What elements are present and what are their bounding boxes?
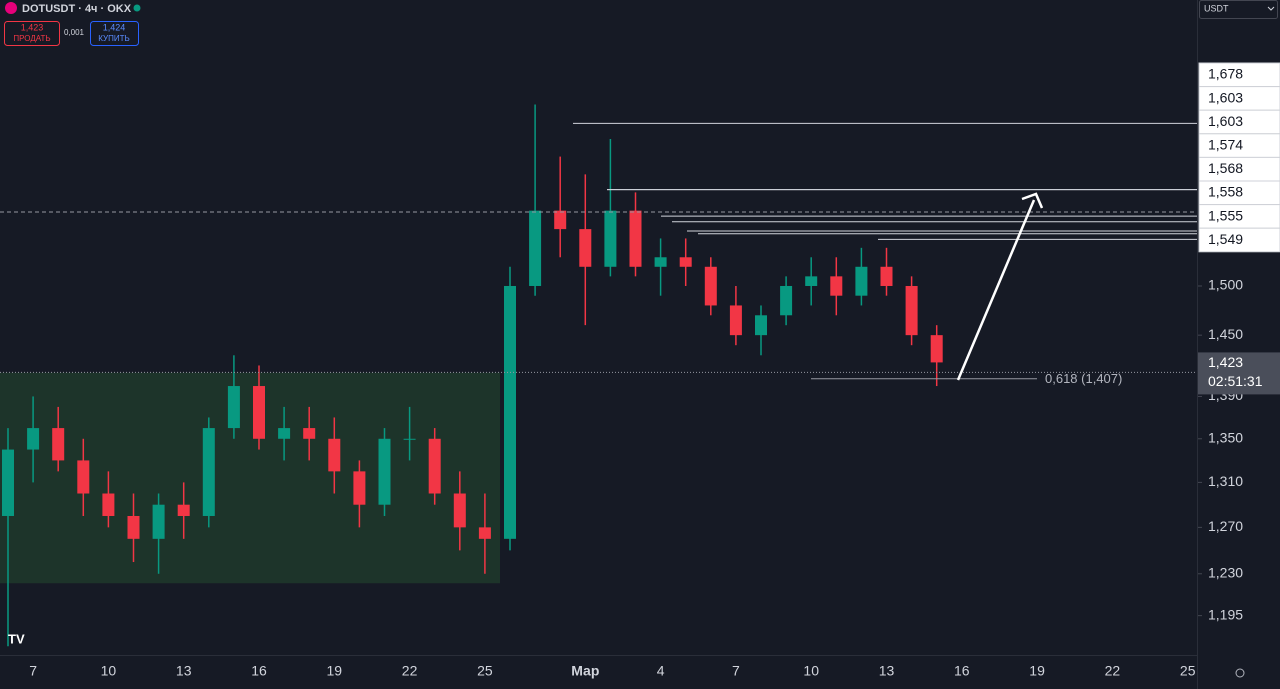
dropdown-caret (1267, 6, 1275, 11)
zone (0, 372, 500, 584)
candle-body (428, 438, 441, 494)
candle-body (905, 285, 918, 336)
level-label: 1,549 (1208, 231, 1243, 247)
candle-body (805, 276, 818, 286)
candle-body (755, 315, 767, 336)
candle-body (278, 428, 291, 439)
y-tick-label: 1,310 (1208, 473, 1243, 489)
candle-body (629, 210, 642, 267)
candle-body (177, 504, 190, 516)
level-label: 1,603 (1208, 89, 1243, 105)
candle-body (2, 449, 14, 516)
x-tick-label: 4 (657, 663, 665, 679)
y-tick-label: 1,270 (1208, 518, 1243, 534)
candle-body (579, 229, 592, 267)
level-label: 1,603 (1208, 113, 1243, 129)
arrow (956, 199, 1036, 381)
x-tick-label: Мар (571, 663, 599, 679)
candle-body (227, 386, 240, 429)
buy-button[interactable] (90, 21, 139, 46)
candle-body (504, 285, 516, 539)
candle-body (152, 504, 165, 539)
candle-body (303, 428, 316, 439)
spread: 0,001 (64, 28, 85, 37)
candle-body (654, 257, 667, 267)
y-tick-label: 1,230 (1208, 564, 1243, 580)
x-tick-label: 22 (402, 663, 418, 679)
symbol[interactable]: DOTUSDT · 4ч · OKX (22, 3, 132, 15)
tv-logo: TV (8, 631, 25, 646)
current-price-box (1198, 352, 1280, 395)
candle-body (679, 257, 692, 267)
y-tick-label: 1,500 (1208, 277, 1243, 293)
x-tick-label: 7 (29, 663, 37, 679)
y-tick-label: 1,195 (1208, 606, 1243, 622)
level-label: 1,568 (1208, 160, 1243, 176)
candle-body (202, 428, 215, 516)
candle-body (930, 335, 943, 363)
x-tick-label: 7 (732, 663, 740, 679)
candle-body (253, 386, 265, 439)
sell-button[interactable] (4, 21, 60, 46)
x-tick-label: 19 (1029, 663, 1045, 679)
currency: USDT (1204, 3, 1229, 13)
candle-body (403, 438, 416, 440)
candle-body (729, 305, 742, 336)
candle-body (127, 515, 140, 539)
candle-body (880, 266, 893, 286)
candle-body (554, 210, 567, 230)
candle-body (27, 428, 40, 450)
buy-label: КУПИТЬ (98, 34, 129, 43)
x-tick-label: 16 (251, 663, 267, 679)
countdown: 02:51:31 (1208, 373, 1263, 389)
fib-label: 0,618 (1,407) (1045, 371, 1122, 386)
candle-body (855, 266, 868, 296)
candle-body (353, 471, 366, 505)
x-tick-label: 25 (1180, 663, 1196, 679)
candle-body (52, 428, 65, 461)
candle-body (328, 438, 341, 472)
sell-label: ПРОДАТЬ (13, 34, 50, 43)
buy-price: 1,424 (103, 22, 126, 32)
candle-body (102, 493, 115, 516)
x-tick-label: 25 (477, 663, 493, 679)
candle-body (378, 438, 391, 505)
y-tick-label: 1,450 (1208, 326, 1243, 342)
arrow-head (1021, 192, 1044, 209)
y-tick-label: 1,350 (1208, 429, 1243, 445)
x-tick-label: 13 (176, 663, 192, 679)
level-label-box (1198, 227, 1280, 253)
settings-icon[interactable] (1235, 668, 1245, 678)
candle-body (478, 527, 491, 539)
level-label: 1,678 (1208, 66, 1243, 82)
candle-body (780, 285, 793, 316)
candle-body (529, 210, 542, 286)
candle-body (77, 460, 90, 494)
candle-body (830, 276, 843, 296)
symbol-icon (5, 2, 17, 14)
level-label: 1,558 (1208, 184, 1243, 200)
level-label: 1,555 (1208, 207, 1243, 223)
current-price: 1,423 (1208, 354, 1243, 370)
currency-select[interactable] (1199, 0, 1278, 19)
x-tick-label: 16 (954, 663, 970, 679)
candle-body (604, 210, 617, 267)
status-dot (133, 4, 141, 12)
level-label: 1,574 (1208, 137, 1243, 153)
sell-price: 1,423 (21, 22, 44, 32)
x-tick-label: 10 (101, 663, 117, 679)
candle-body (704, 266, 717, 306)
x-tick-label: 19 (327, 663, 343, 679)
candle-body (453, 493, 466, 528)
x-tick-label: 10 (803, 663, 819, 679)
x-tick-label: 22 (1105, 663, 1121, 679)
x-tick-label: 13 (879, 663, 895, 679)
